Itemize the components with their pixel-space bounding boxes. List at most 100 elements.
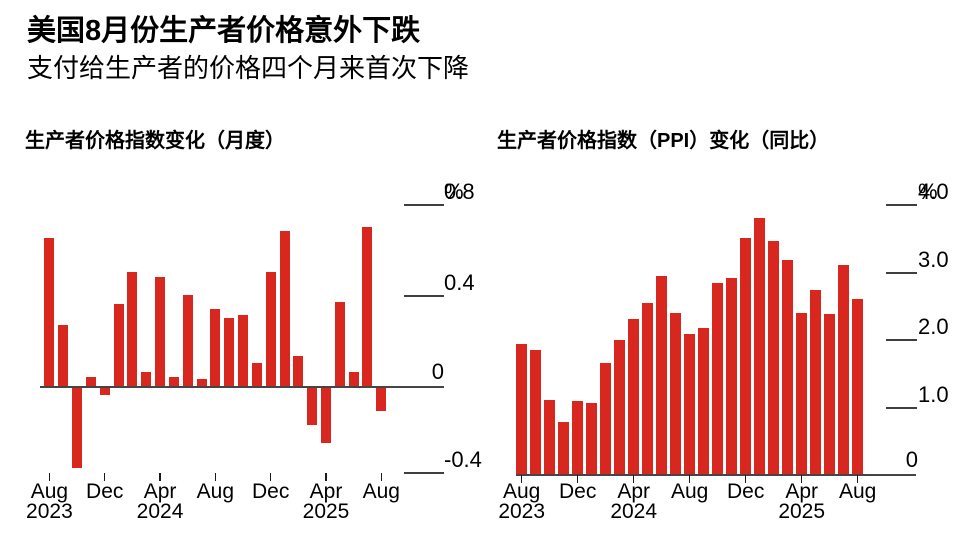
y-tick-value: 2.0 [918,314,949,339]
x-tick-month: Dec [727,480,765,503]
chart-bar [712,282,724,475]
x-tick-mark [800,475,803,483]
chart-bar [628,318,640,475]
x-tick-year: 2023 [26,500,73,523]
y-tick-value: 4.0 [918,179,949,204]
chart-title-monthly: 生产者价格指数变化（月度） [25,130,285,152]
x-tick-month: Apr [309,480,343,503]
chart-bar [684,334,696,475]
chart-bar [852,298,864,475]
y-axis-unit: % [918,179,938,204]
chart-bar [251,363,262,387]
y-tick-line [404,472,444,474]
x-tick-month: Aug [671,480,709,503]
y-tick-line [404,204,444,206]
x-tick-mark [380,473,383,481]
chart-bar [754,217,766,475]
chart-title-yoy: 生产者价格指数（PPI）变化（同比） [497,130,830,152]
chart-bar [293,356,304,387]
chart-bar [334,301,345,387]
chart-bar [182,295,193,387]
chart-bar [558,422,570,475]
x-tick-mark [856,475,859,483]
y-tick-value: 1.0 [918,381,949,407]
x-tick-year: 2023 [498,500,546,523]
x-tick-mark [159,473,161,481]
chart-bar [348,372,359,387]
x-tick-mark [688,475,691,483]
x-tick-month: Aug [196,480,235,503]
chart-bar [530,350,542,475]
x-tick-month: Dec [86,480,124,503]
y-axis-unit: % [444,179,464,204]
chart-bar [127,272,138,387]
chart-bar [307,386,318,425]
chart-bar [99,386,110,396]
chart-bar [72,386,83,468]
chart-bar [210,308,221,387]
chart-bar [113,304,124,387]
page-subtitle: 支付给生产者的价格四个月来首次下降 [27,53,470,83]
y-tick-line [886,271,917,274]
x-tick-mark [325,473,327,481]
chart-bar [824,314,836,475]
x-tick-year: 2025 [778,500,826,523]
chart-bar [726,277,738,475]
x-tick-month: Aug [30,480,69,503]
y-tick-value: 0.8 [444,179,475,204]
chart-bar [362,226,373,387]
x-tick-month: Aug [839,480,877,503]
chart-bar [768,241,780,475]
chart-bar [168,376,179,387]
x-tick-mark [103,473,106,481]
x-tick-mark [576,475,579,483]
y-zero-label: 0 [431,359,444,384]
page-title: 美国8月份生产者价格意外下跌 [27,15,421,47]
y-tick-value: -0.4 [444,447,482,472]
chart-bar [196,379,207,387]
x-tick-mark [632,475,635,483]
chart-bar [656,276,668,475]
y-tick-line [886,204,917,206]
chart-bar [238,315,249,387]
chart-bar [642,302,654,475]
x-tick-month: Apr [617,480,651,503]
y-zero-label: 0 [905,447,918,472]
zero-axis-line [516,473,916,476]
x-tick-year: 2024 [610,500,658,523]
chart-bar [516,344,528,475]
chart-bar [740,238,752,475]
chart-bar [670,312,682,475]
y-tick-line [886,406,917,409]
chart-bar [572,401,584,475]
x-tick-mark [214,473,217,481]
zero-axis-line [40,385,444,388]
x-tick-mark [48,473,51,481]
y-tick-line [886,339,917,341]
chart-bar [600,363,612,475]
y-tick-value: 0.4 [444,270,475,295]
chart-bar [58,324,69,387]
chart-bar [838,265,850,475]
x-tick-month: Dec [559,480,597,503]
chart-bar [796,312,808,475]
x-tick-mark [269,473,272,481]
x-tick-year: 2024 [136,500,184,523]
x-tick-year: 2025 [302,500,350,523]
chart-bar [141,372,152,387]
chart-bar [544,400,556,475]
x-tick-month: Dec [251,480,290,503]
x-tick-month: Aug [362,480,400,503]
x-tick-mark [520,475,523,483]
x-tick-month: Aug [503,480,541,503]
chart-bar [376,386,387,412]
x-tick-mark [744,475,747,483]
chart-bar [321,386,331,443]
x-tick-month: Apr [785,480,819,503]
x-tick-month: Apr [143,480,177,503]
y-tick-line [404,295,444,297]
chart-bar [44,238,55,387]
